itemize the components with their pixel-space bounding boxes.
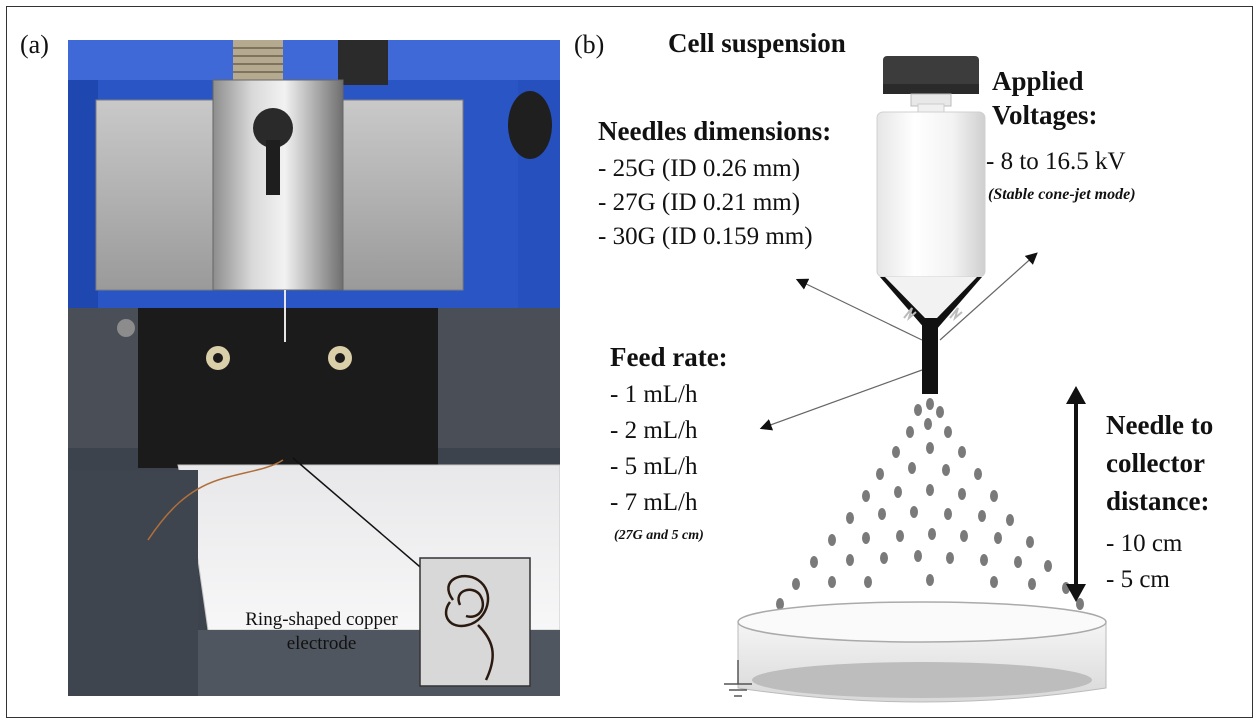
inset-label: Ring-shaped copper electrode <box>224 608 419 656</box>
distance-title-line2: collector <box>1106 448 1205 478</box>
voltage-value: - 8 to 16.5 kV <box>986 148 1126 175</box>
needles-item: - 27G (ID 0.21 mm) <box>598 189 801 216</box>
needles-item: - 25G (ID 0.26 mm) <box>598 155 801 182</box>
feed-rate-item: - 1 mL/h <box>610 381 698 408</box>
distance-item: - 10 cm <box>1106 530 1183 557</box>
distance-title-line1: Needle to <box>1106 410 1214 440</box>
feed-rate-note: (27G and 5 cm) <box>614 528 704 543</box>
distance-title-line3: distance: <box>1106 486 1210 516</box>
inset-label-line1: Ring-shaped copper <box>245 609 398 630</box>
needles-item: - 30G (ID 0.159 mm) <box>598 223 813 250</box>
feed-rate-item: - 2 mL/h <box>610 417 698 444</box>
panel-a-label: (a) <box>20 30 49 59</box>
voltage-title-line2: Voltages: <box>992 100 1098 130</box>
voltage-note: (Stable cone-jet mode) <box>988 186 1136 203</box>
needles-title: Needles dimensions: <box>598 116 832 146</box>
feed-rate-list: - 1 mL/h - 2 mL/h - 5 mL/h - 7 mL/h <box>610 377 698 521</box>
panel-b-label: (b) <box>574 30 605 59</box>
feed-rate-item: - 5 mL/h <box>610 453 698 480</box>
inset-label-line2: electrode <box>286 633 357 654</box>
needles-list: - 25G (ID 0.26 mm) - 27G (ID 0.21 mm) - … <box>598 152 813 254</box>
voltage-title-line1: Applied <box>992 66 1084 96</box>
cell-suspension-label: Cell suspension <box>668 28 846 58</box>
distance-list: - 10 cm - 5 cm <box>1106 526 1182 598</box>
feed-rate-item: - 7 mL/h <box>610 489 698 516</box>
apparatus-photo-illustration <box>68 40 560 696</box>
apparatus-photo <box>68 40 560 696</box>
distance-item: - 5 cm <box>1106 566 1170 593</box>
feed-rate-title: Feed rate: <box>610 342 728 372</box>
